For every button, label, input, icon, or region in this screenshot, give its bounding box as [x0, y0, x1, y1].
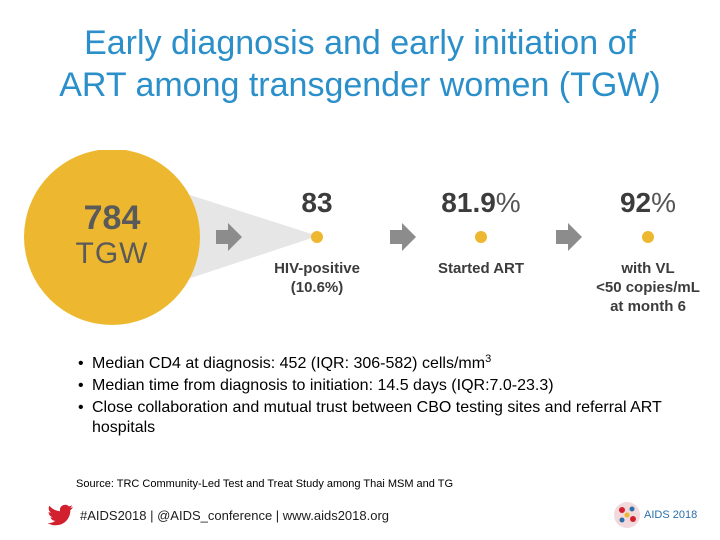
step-label: HIV-positive (10.6%) — [247, 259, 387, 297]
step-number: 92 — [619, 187, 652, 218]
cascade-graphics — [24, 150, 654, 325]
step-label-line: HIV-positive — [274, 260, 360, 277]
slide-title: Early diagnosis and early initiation of … — [0, 22, 720, 106]
bullet-dot: • — [78, 399, 84, 416]
arrow-icon — [390, 223, 416, 251]
step-number: 81.9 — [441, 187, 496, 218]
step-label-line: (10.6%) — [290, 279, 344, 296]
step-label-line: Started ART — [437, 260, 525, 277]
conference-logo-icon — [614, 502, 640, 528]
bullet-list: • Median CD4 at diagnosis: 452 (IQR: 306-… — [72, 354, 672, 440]
step-label: with VL <50 copies/mL at month 6 — [578, 259, 718, 316]
bullet-dot: • — [78, 355, 84, 372]
list-item: • Close collaboration and mutual trust be… — [72, 398, 672, 438]
arrow-icon — [216, 223, 242, 251]
arrow-icon — [556, 223, 582, 251]
step-percent-sign: % — [495, 187, 521, 218]
twitter-bird-icon — [48, 504, 73, 526]
source-note: Source: TRC Community-Led Test and Treat… — [76, 478, 454, 490]
total-circle — [24, 150, 200, 325]
bullet-text: Median time from diagnosis to initiation… — [92, 377, 554, 394]
step-label-line: <50 copies/mL — [596, 279, 700, 296]
step-label-line: with VL — [621, 260, 675, 277]
step-dot — [311, 231, 323, 243]
title-line-1: Early diagnosis and early initiation of — [84, 24, 636, 62]
conference-logo-text: AIDS 2018 — [644, 509, 698, 521]
superscript: 3 — [485, 353, 492, 365]
footer-links: #AIDS2018 | @AIDS_conference | www.aids2… — [80, 507, 390, 523]
list-item: • Median time from diagnosis to initiatio… — [72, 376, 672, 396]
step-percent-sign: % — [651, 187, 677, 218]
step-value: 81.9% — [411, 188, 551, 218]
list-item: • Median CD4 at diagnosis: 452 (IQR: 306-… — [72, 354, 672, 374]
step-value: 83 — [257, 188, 377, 218]
step-dot — [475, 231, 487, 243]
bullet-text: Median CD4 at diagnosis: 452 (IQR: 306-5… — [92, 355, 486, 372]
cascade-figure: 784 TGW 83 HIV-positive (10.6%) 81.9% St… — [0, 150, 720, 340]
title-line-2: ART among transgender women (TGW) — [59, 66, 661, 104]
bullet-dot: • — [78, 377, 84, 394]
step-number: 83 — [301, 187, 333, 218]
step-value: 92% — [588, 188, 708, 218]
conference-logo: AIDS 2018 — [612, 500, 697, 530]
footer: #AIDS2018 | @AIDS_conference | www.aids2… — [48, 504, 389, 526]
step-label-line: at month 6 — [610, 298, 686, 315]
total-label: TGW — [75, 237, 149, 270]
step-dot — [642, 231, 654, 243]
total-count: 784 — [83, 199, 141, 237]
bullet-text: Close collaboration and mutual trust bet… — [92, 399, 662, 436]
step-label: Started ART — [411, 259, 551, 278]
